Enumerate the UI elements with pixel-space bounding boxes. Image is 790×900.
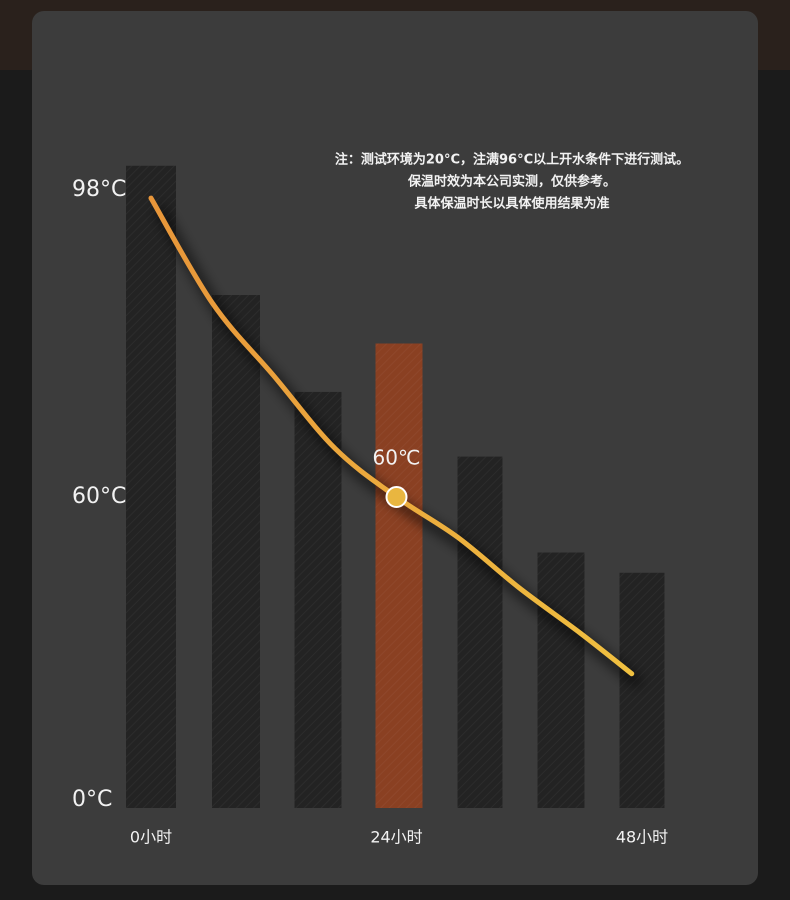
note-line: 注：测试环境为20°C，注满96°C以上开水条件下进行测试。	[335, 152, 689, 168]
bar-hatch	[375, 343, 423, 808]
highlight-point	[385, 486, 408, 508]
bar-hatch	[294, 391, 342, 808]
y-tick-label: 98°C	[72, 177, 126, 202]
y-tick-label: 0°C	[72, 787, 112, 812]
note-line: 具体保温时长以具体使用结果为准	[414, 196, 609, 212]
bar-hatch	[212, 295, 260, 808]
x-tick-label: 24小时	[370, 828, 422, 847]
bar-hatch	[457, 456, 503, 808]
highlight-label: 60℃	[373, 446, 421, 470]
y-tick-label: 60°C	[72, 484, 126, 509]
bar-hatch	[126, 165, 176, 808]
bar-hatch	[537, 552, 585, 808]
curve	[148, 195, 635, 677]
x-tick-label: 48小时	[616, 828, 668, 847]
bar-hatch	[619, 572, 665, 808]
x-tick-label: 0小时	[130, 828, 172, 847]
note-line: 保温时效为本公司实测，仅供参考。	[407, 174, 616, 190]
